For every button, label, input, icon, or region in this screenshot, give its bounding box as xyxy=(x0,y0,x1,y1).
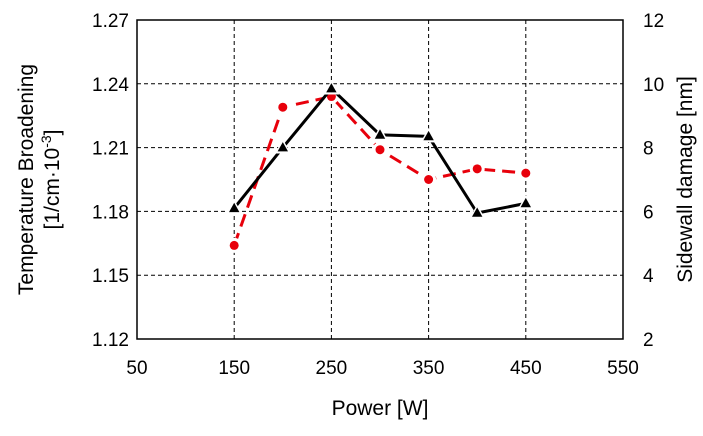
sidewall-damage-point xyxy=(472,207,483,217)
y-right-tick-label: 10 xyxy=(643,75,664,96)
sidewall-damage-point xyxy=(277,142,288,152)
temperature-broadening-point xyxy=(375,145,385,155)
x-tick-label: 450 xyxy=(510,358,542,379)
y-axis-left-unit-exponent: -3 xyxy=(38,135,54,148)
sidewall-damage-point xyxy=(520,197,531,208)
temperature-broadening-point xyxy=(278,102,288,112)
tick-labels: 50 150 250 350 450 550 1.12 1.15 1.18 1.21 1.24 1.2… xyxy=(92,11,664,379)
series-layer xyxy=(226,80,534,253)
sidewall-damage-point xyxy=(229,202,240,213)
sidewall-damage-point xyxy=(374,129,386,139)
y-left-tick-label: 1.21 xyxy=(92,139,129,160)
y-axis-left-title-line2: [1/cm·10-3] xyxy=(38,130,64,230)
sidewall-damage-point xyxy=(326,83,337,93)
y-left-tick-label: 1.18 xyxy=(92,202,129,223)
y-left-tick-label: 1.27 xyxy=(92,11,129,32)
x-tick-label: 150 xyxy=(218,358,250,379)
y-axis-left-title: Temperature Broadening [1/cm·10-3] xyxy=(15,64,64,295)
y-left-tick-label: 1.15 xyxy=(92,266,129,287)
y-right-tick-label: 8 xyxy=(643,139,654,160)
x-tick-label: 250 xyxy=(316,358,348,379)
temperature-broadening-point xyxy=(472,164,482,174)
x-tick-label: 350 xyxy=(413,358,445,379)
y-right-tick-label: 2 xyxy=(643,330,654,351)
y-axis-left-unit-prefix: [1/cm·10 xyxy=(41,148,64,230)
y-left-tick-label: 1.12 xyxy=(92,330,129,351)
temperature-broadening-point xyxy=(521,168,531,178)
plot-area-frame xyxy=(136,19,624,340)
y-axis-right-title: Sidewall damage [nm] xyxy=(674,76,697,283)
x-tick-label: 550 xyxy=(607,358,639,379)
y-right-tick-label: 4 xyxy=(643,266,654,287)
y-axis-left-unit-suffix: ] xyxy=(41,130,64,136)
grid xyxy=(137,20,623,339)
y-left-tick-label: 1.24 xyxy=(92,75,129,96)
y-right-tick-label: 6 xyxy=(643,202,654,223)
x-tick-label: 50 xyxy=(126,358,147,379)
y-axis-left-title-line1: Temperature Broadening xyxy=(15,64,38,295)
y-right-tick-label: 12 xyxy=(643,11,664,32)
temperature-broadening-point xyxy=(424,175,434,184)
x-axis-title: Power [W] xyxy=(332,397,429,420)
sidewall-damage-point xyxy=(423,130,434,141)
temperature-broadening-point xyxy=(229,240,239,250)
